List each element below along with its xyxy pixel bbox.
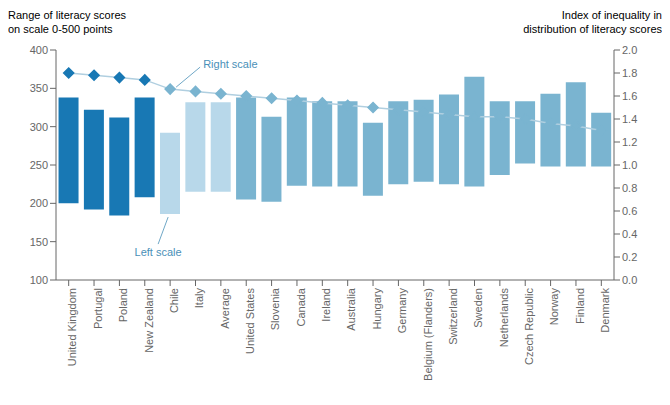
svg-text:Portugal: Portugal [92, 288, 104, 329]
svg-text:400: 400 [30, 44, 48, 56]
svg-text:2.0: 2.0 [622, 44, 637, 56]
svg-text:200: 200 [30, 197, 48, 209]
svg-text:350: 350 [30, 82, 48, 94]
svg-text:Canada: Canada [295, 287, 307, 326]
svg-text:United States: United States [244, 288, 256, 355]
svg-text:1.2: 1.2 [622, 136, 637, 148]
svg-text:0.2: 0.2 [622, 251, 637, 263]
svg-text:0.0: 0.0 [622, 274, 637, 286]
svg-text:Netherlands: Netherlands [498, 288, 510, 348]
svg-text:Left scale: Left scale [135, 246, 182, 258]
svg-text:Average: Average [219, 288, 231, 329]
html-text:Range of literacy scores on sc: Range of literacy scores on scale 0-500 … [8, 9, 126, 35]
svg-text:Czech Republic: Czech Republic [523, 288, 535, 366]
svg-text:Norway: Norway [548, 288, 560, 326]
svg-text:Right scale: Right scale [203, 58, 257, 70]
svg-text:250: 250 [30, 159, 48, 171]
svg-text:United Kingdom: United Kingdom [66, 288, 78, 366]
svg-text:Finland: Finland [574, 288, 586, 324]
svg-text:1.0: 1.0 [622, 159, 637, 171]
svg-text:New Zealand: New Zealand [143, 288, 155, 353]
svg-text:Hungary: Hungary [371, 288, 383, 330]
svg-text:Italy: Italy [193, 288, 205, 309]
svg-text:Sweden: Sweden [472, 288, 484, 328]
svg-text:Belgium (Flanders): Belgium (Flanders) [422, 288, 434, 381]
html-text:Index of inequality in distrib: Index of inequality in distribution of l… [523, 9, 662, 35]
svg-text:Denmark: Denmark [599, 288, 611, 333]
svg-text:0.8: 0.8 [622, 182, 637, 194]
svg-text:Poland: Poland [117, 288, 129, 322]
svg-text:Switzerland: Switzerland [447, 288, 459, 345]
svg-text:0.6: 0.6 [622, 205, 637, 217]
svg-text:1.6: 1.6 [622, 90, 637, 102]
svg-text:100: 100 [30, 274, 48, 286]
svg-text:1.4: 1.4 [622, 113, 637, 125]
svg-text:0.4: 0.4 [622, 228, 637, 240]
svg-text:Ireland: Ireland [320, 288, 332, 322]
svg-text:Slovenia: Slovenia [269, 287, 281, 330]
svg-text:150: 150 [30, 236, 48, 248]
svg-text:Chile: Chile [168, 288, 180, 313]
svg-text:Germany: Germany [396, 288, 408, 334]
svg-text:Australia: Australia [345, 287, 357, 331]
svg-text:300: 300 [30, 121, 48, 133]
svg-text:1.8: 1.8 [622, 67, 637, 79]
